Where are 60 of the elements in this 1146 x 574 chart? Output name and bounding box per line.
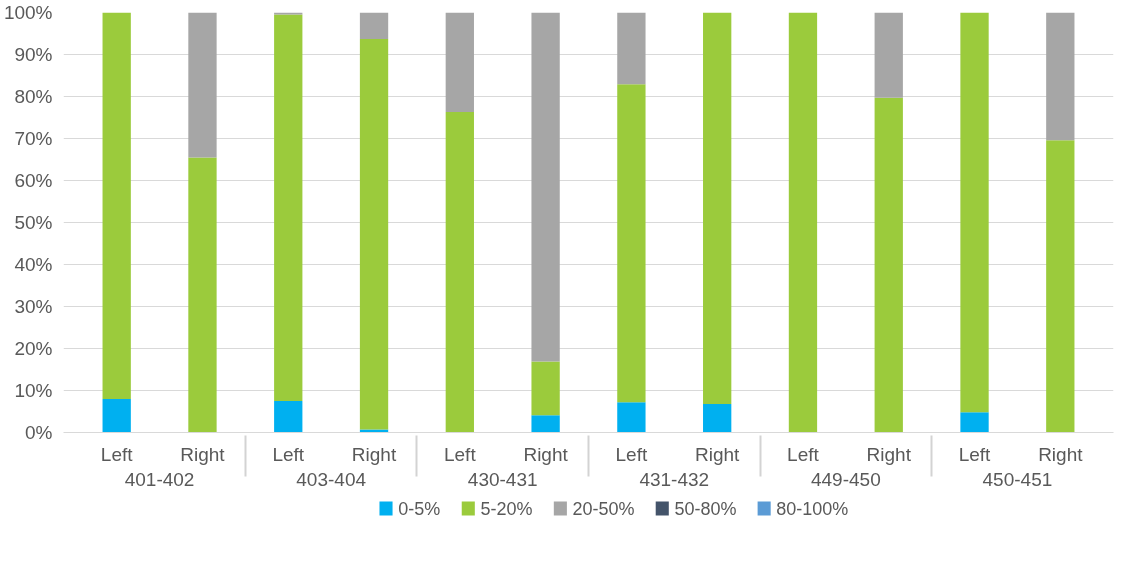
x-tick-label: Left [958, 443, 992, 465]
text: 403-404 [296, 468, 367, 490]
y-tick-label: 10% [14, 380, 53, 401]
bar [874, 12, 903, 98]
bar [359, 12, 389, 39]
bar [617, 12, 646, 85]
x-tick-label: Right [351, 443, 397, 465]
y-tick-label: 20% [14, 338, 53, 359]
bar [1046, 12, 1075, 141]
bar [188, 157, 217, 433]
x-tick-label: Right [180, 443, 226, 465]
y-tick-label: 100% [3, 2, 53, 23]
text: 449-450 [810, 468, 881, 490]
y-tick-label: 80% [14, 86, 53, 107]
bar [960, 12, 989, 413]
bar [960, 412, 989, 433]
x-tick-label: Right [866, 443, 912, 465]
x-tick-label: Left [100, 443, 134, 465]
bar [703, 12, 732, 404]
x-tick-label: Right [695, 443, 741, 465]
y-tick-label: 50% [14, 212, 53, 233]
y-tick-label: 90% [14, 44, 53, 65]
legend-label: 20-50% [572, 498, 635, 519]
text: 450-451 [982, 468, 1053, 490]
bar [617, 84, 646, 403]
y-tick-label: 60% [14, 170, 53, 191]
bar [102, 12, 131, 399]
text: 401-402 [124, 468, 195, 490]
bar [274, 401, 303, 433]
bar [788, 12, 818, 433]
bar [531, 12, 560, 362]
bar [274, 14, 303, 401]
x-tick-label: Left [615, 443, 648, 465]
legend-label: 5-20% [480, 498, 533, 519]
x-tick-label: Left [272, 443, 305, 465]
bar [874, 97, 903, 433]
bar [445, 12, 474, 113]
legend-label: 0-5% [398, 498, 441, 519]
bar [445, 112, 474, 433]
y-tick-label: 30% [14, 296, 53, 317]
legend-label: 50-80% [674, 498, 737, 519]
legend-label: 80-100% [776, 498, 849, 519]
x-tick-label: Left [787, 443, 820, 465]
y-tick-label: 40% [14, 254, 53, 275]
bar [188, 12, 217, 158]
text: 431-432 [639, 468, 710, 490]
bar [274, 12, 303, 15]
bar [531, 361, 560, 416]
bar [1046, 140, 1075, 433]
bar [531, 415, 560, 433]
bar [102, 398, 131, 433]
x-tick-label: Right [523, 443, 569, 465]
bar [703, 403, 732, 433]
x-tick-label: Right [1038, 443, 1084, 465]
y-tick-label: 70% [14, 128, 53, 149]
y-tick-label: 0% [25, 422, 53, 443]
bar [617, 402, 646, 433]
bar [359, 38, 389, 430]
x-tick-label: Left [443, 443, 477, 465]
text: 430-431 [467, 468, 538, 490]
